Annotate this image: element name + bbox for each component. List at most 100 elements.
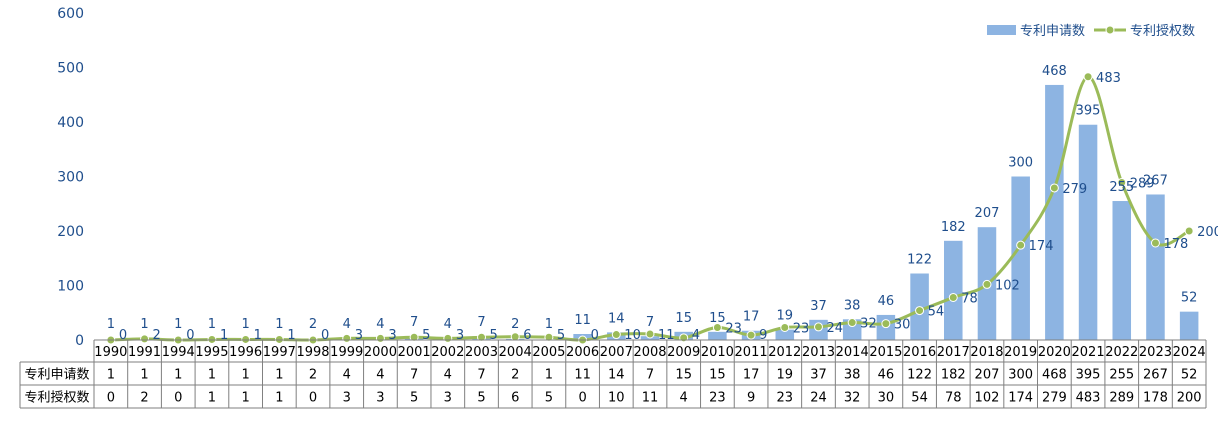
table-cell: 289 xyxy=(1109,391,1134,406)
x-category-label: 1991 xyxy=(128,345,161,360)
table-cell: 7 xyxy=(646,368,654,383)
line-point xyxy=(983,280,991,288)
table-cell: 122 xyxy=(907,368,932,383)
line-data-label: 9 xyxy=(759,328,767,343)
table-cell: 46 xyxy=(878,368,895,383)
line-data-label: 5 xyxy=(557,328,565,343)
table-cell: 0 xyxy=(107,391,115,406)
table-cell: 15 xyxy=(675,368,692,383)
table-cell: 78 xyxy=(945,391,962,406)
x-category-label: 2018 xyxy=(970,345,1003,360)
bar-data-label: 17 xyxy=(743,310,760,325)
line-data-label: 279 xyxy=(1062,182,1087,197)
bar xyxy=(1112,201,1131,340)
table-cell: 207 xyxy=(975,368,1000,383)
line-data-label: 3 xyxy=(456,328,464,343)
table-cell: 102 xyxy=(975,391,1000,406)
line-data-label: 483 xyxy=(1096,71,1121,86)
line-data-label: 3 xyxy=(355,328,363,343)
bar xyxy=(1045,85,1064,340)
line-data-label: 1 xyxy=(254,328,262,343)
bar-data-label: 46 xyxy=(878,294,895,309)
bar-data-label: 14 xyxy=(608,311,625,326)
line-data-label: 5 xyxy=(490,328,498,343)
bar xyxy=(1146,194,1165,340)
bar-data-label: 7 xyxy=(410,315,418,330)
table-cell: 5 xyxy=(410,391,418,406)
x-category-label: 1994 xyxy=(162,345,195,360)
table-cell: 300 xyxy=(1008,368,1033,383)
bar-data-labels: 1111112447472111147151517193738461221822… xyxy=(107,64,1198,332)
table-cell: 3 xyxy=(376,391,384,406)
legend: 专利申请数 专利授权数 xyxy=(987,23,1195,39)
table-cell: 54 xyxy=(911,391,928,406)
line-data-label: 10 xyxy=(624,328,641,343)
line-data-label: 23 xyxy=(793,321,810,336)
line-point xyxy=(1050,184,1058,192)
line-series xyxy=(107,73,1193,344)
bar-data-label: 1 xyxy=(107,317,115,332)
x-category-label: 2009 xyxy=(667,345,700,360)
x-category-label: 1996 xyxy=(229,345,262,360)
table-cell: 7 xyxy=(477,368,485,383)
x-category-label: 2015 xyxy=(869,345,902,360)
table-cell: 4 xyxy=(680,391,688,406)
y-tick-label: 500 xyxy=(57,61,84,77)
line-point xyxy=(646,330,654,338)
line-point xyxy=(208,335,216,343)
table-cell: 1 xyxy=(174,368,182,383)
bar-series xyxy=(102,85,1199,340)
data-table: 专利申请数专利授权数199010199112199410199511199611… xyxy=(20,340,1206,408)
bar-data-label: 1 xyxy=(241,317,249,332)
x-category-label: 2011 xyxy=(735,345,768,360)
line-data-label: 2 xyxy=(153,328,161,343)
table-cell: 1 xyxy=(208,391,216,406)
line-point xyxy=(916,307,924,315)
line-point xyxy=(1084,73,1092,81)
line-data-label: 200 xyxy=(1197,225,1218,240)
x-category-label: 2003 xyxy=(465,345,498,360)
table-cell: 2 xyxy=(309,368,317,383)
table-cell: 10 xyxy=(608,391,625,406)
bar-data-label: 15 xyxy=(709,311,726,326)
table-cell: 1 xyxy=(241,368,249,383)
x-category-label: 2020 xyxy=(1038,345,1071,360)
y-tick-label: 100 xyxy=(57,279,84,295)
line-point xyxy=(781,323,789,331)
legend-bar-label: 专利申请数 xyxy=(1020,24,1085,39)
table-cell: 1 xyxy=(545,368,553,383)
x-category-label: 2024 xyxy=(1173,345,1206,360)
table-cell: 11 xyxy=(642,391,659,406)
bar-data-label: 11 xyxy=(574,313,591,328)
bar-data-label: 2 xyxy=(309,317,317,332)
table-cell: 32 xyxy=(844,391,861,406)
bar-data-label: 1 xyxy=(275,317,283,332)
y-tick-label: 200 xyxy=(57,224,84,240)
bar xyxy=(944,241,963,340)
table-cell: 0 xyxy=(578,391,586,406)
line-data-label: 1 xyxy=(220,328,228,343)
table-cell: 0 xyxy=(174,391,182,406)
bar-data-label: 52 xyxy=(1181,291,1198,306)
x-category-label: 2019 xyxy=(1004,345,1037,360)
bar-data-label: 38 xyxy=(844,298,861,313)
bar-data-label: 4 xyxy=(444,317,452,332)
line-point xyxy=(1151,239,1159,247)
table-cell: 7 xyxy=(410,368,418,383)
table-cell: 174 xyxy=(1008,391,1033,406)
x-category-label: 2008 xyxy=(633,345,666,360)
line-data-label: 289 xyxy=(1130,176,1155,191)
table-cell: 255 xyxy=(1109,368,1134,383)
x-category-label: 2006 xyxy=(566,345,599,360)
x-category-label: 2013 xyxy=(802,345,835,360)
line-point xyxy=(747,331,755,339)
table-cell: 23 xyxy=(709,391,726,406)
line-data-label: 0 xyxy=(591,328,599,343)
x-category-label: 2017 xyxy=(937,345,970,360)
line-point xyxy=(949,293,957,301)
line-data-label: 6 xyxy=(523,328,531,343)
table-cell: 1 xyxy=(275,391,283,406)
line-data-label: 30 xyxy=(894,318,911,333)
table-row-header: 专利授权数 xyxy=(24,390,89,406)
bar-data-label: 7 xyxy=(477,315,485,330)
